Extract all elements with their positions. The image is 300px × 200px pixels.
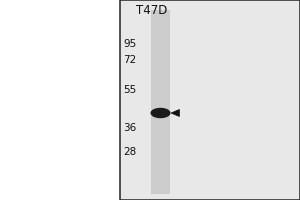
Text: 36: 36 <box>123 123 136 133</box>
Text: 72: 72 <box>123 55 136 65</box>
Polygon shape <box>171 109 179 117</box>
Ellipse shape <box>151 108 170 117</box>
Bar <box>120 0 300 200</box>
Text: T47D: T47D <box>136 4 167 18</box>
Bar <box>151 10 170 194</box>
Text: 55: 55 <box>123 85 136 95</box>
Text: 28: 28 <box>123 147 136 157</box>
Text: 95: 95 <box>123 39 136 49</box>
